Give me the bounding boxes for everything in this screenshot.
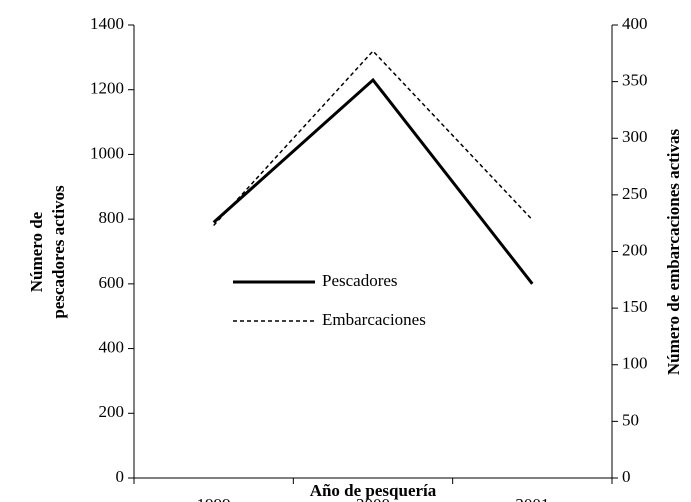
y-tick-label: 1400 xyxy=(90,14,124,33)
y2-tick-label: 400 xyxy=(622,14,648,33)
x-tick-label: 1999 xyxy=(197,495,231,502)
series-line xyxy=(212,77,534,285)
y2-tick-label: 50 xyxy=(622,410,639,429)
y2-tick-label: 300 xyxy=(622,127,648,146)
legend-label: Embarcaciones xyxy=(322,310,426,329)
y-tick-label: 1000 xyxy=(90,143,124,162)
y-tick-label: 200 xyxy=(99,402,125,421)
y2-tick-label: 100 xyxy=(622,354,648,373)
y2-tick-label: 0 xyxy=(622,467,631,486)
y-tick-label: 400 xyxy=(99,337,125,356)
y-tick-label: 1200 xyxy=(90,79,124,98)
x-tick-label: 2000 xyxy=(356,495,390,502)
y-tick-label: 800 xyxy=(99,208,125,227)
y2-tick-label: 250 xyxy=(622,184,648,203)
y2-tick-label: 350 xyxy=(622,71,648,90)
y-axis-label: pescadores activos xyxy=(49,185,68,319)
y2-tick-label: 200 xyxy=(622,240,648,259)
legend-label: Pescadores xyxy=(322,271,398,290)
y-axis-label: Número de xyxy=(27,211,46,292)
y2-tick-label: 150 xyxy=(622,297,648,316)
y2-axis-label: Número de embarcaciones activas xyxy=(664,128,683,375)
series-line xyxy=(213,49,533,226)
y-tick-label: 600 xyxy=(99,273,125,292)
y-tick-label: 0 xyxy=(116,467,125,486)
x-axis-label: Año de pesquería xyxy=(310,481,437,500)
